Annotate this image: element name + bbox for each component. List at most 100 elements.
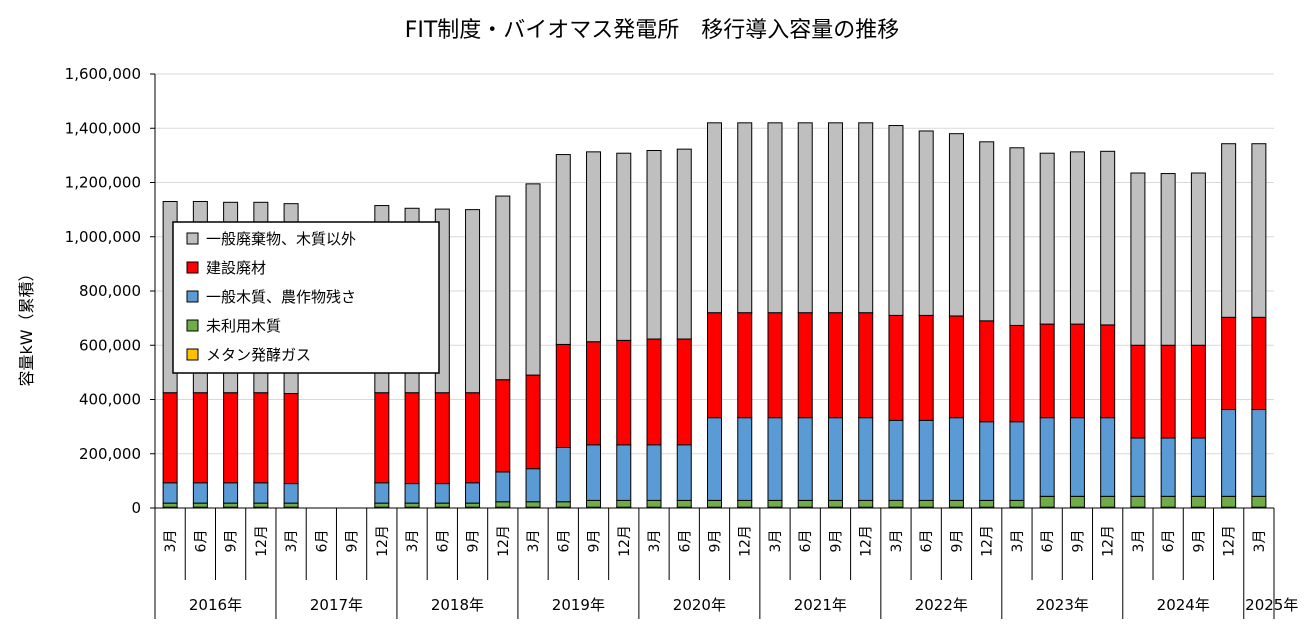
bar-segment: [827, 122, 843, 314]
x-tick-label: 12月: [738, 525, 754, 557]
bar-segment: [646, 499, 662, 508]
bar-segment: [1100, 417, 1116, 497]
bar-segment: [1190, 172, 1206, 346]
bar-segment: [767, 499, 783, 508]
bar-segment: [283, 483, 299, 504]
bar-segment: [979, 320, 995, 423]
bar-segment: [1221, 495, 1237, 508]
x-tick-label: 6月: [556, 530, 572, 553]
bars: [162, 122, 1267, 509]
bar-segment: [979, 499, 995, 508]
bar-segment: [1130, 172, 1146, 346]
y-axis-label: 容量kW（累積）: [17, 265, 36, 386]
bar-segment: [1251, 409, 1267, 497]
x-tick-label: 6月: [798, 530, 814, 553]
bar-segment: [495, 195, 511, 381]
x-tick-label: 6月: [1161, 530, 1177, 553]
x-tick-label: 12月: [1222, 525, 1238, 557]
x-tick-label: 3月: [889, 530, 905, 553]
y-axis-ticks: 0 200,000 400,000 600,000 800,000 1,000,000 1,…: [65, 65, 156, 517]
bar-segment: [1190, 495, 1206, 508]
bar-segment: [979, 421, 995, 501]
bar-segment: [918, 130, 934, 316]
x-tick-label: 9月: [828, 530, 844, 553]
year-label: 2020年: [673, 596, 726, 614]
legend-label: メタン発酵ガス: [206, 346, 311, 364]
bar-segment: [525, 374, 541, 470]
bar-segment: [586, 444, 602, 501]
bar-segment: [495, 379, 511, 473]
y-tick-label: 1,400,000: [65, 119, 141, 137]
bar-segment: [676, 148, 692, 340]
bar-segment: [223, 502, 239, 508]
bar-segment: [495, 471, 511, 503]
bar-segment: [646, 338, 662, 446]
bar-segment: [1100, 150, 1116, 326]
bar-segment: [918, 419, 934, 501]
bar-segment: [555, 501, 571, 508]
bar-segment: [525, 501, 541, 508]
bar-segment: [253, 482, 269, 504]
bar-segment: [888, 419, 904, 501]
year-label: 2016年: [189, 596, 242, 614]
x-tick-label: 3月: [284, 530, 300, 553]
year-label: 2021年: [794, 596, 847, 614]
bar-segment: [767, 417, 783, 501]
x-tick-label: 9月: [466, 530, 482, 553]
bar-segment: [1100, 495, 1116, 508]
x-tick-label: 9月: [1191, 530, 1207, 553]
bar-segment: [948, 315, 964, 419]
bar-segment: [918, 499, 934, 508]
bar-segment: [1039, 495, 1055, 508]
bar-segment: [858, 499, 874, 508]
bar-segment: [374, 392, 390, 484]
bar-segment: [1039, 417, 1055, 497]
bar-segment: [616, 499, 632, 508]
x-tick-label: 9月: [1070, 530, 1086, 553]
legend-box: [172, 221, 440, 374]
bar-segment: [616, 339, 632, 446]
bar-segment: [404, 483, 420, 504]
x-tick-label: 6月: [1040, 530, 1056, 553]
bar-segment: [948, 133, 964, 317]
bar-segment: [283, 393, 299, 485]
bar-segment: [1009, 421, 1025, 501]
bar-segment: [797, 312, 813, 419]
y-tick-label: 0: [131, 499, 141, 517]
y-tick-label: 1,600,000: [65, 65, 141, 83]
bar-segment: [737, 122, 753, 314]
legend-label: 一般木質、農作物残さ: [206, 288, 356, 306]
bar-segment: [555, 447, 571, 503]
bar-segment: [465, 502, 481, 508]
x-tick-label: 12月: [1101, 525, 1117, 557]
bar-segment: [888, 314, 904, 421]
bar-segment: [1221, 409, 1237, 497]
bar-segment: [1190, 437, 1206, 497]
legend-label: 一般廃棄物、木質以外: [206, 230, 356, 248]
x-tick-label: 9月: [708, 530, 724, 553]
x-tick-label: 9月: [587, 530, 603, 553]
bar-segment: [676, 499, 692, 508]
bar-segment: [465, 209, 481, 394]
bar-segment: [525, 468, 541, 503]
bar-segment: [434, 502, 450, 508]
bar-segment: [1130, 437, 1146, 497]
bar-segment: [1251, 316, 1267, 411]
legend-label: 建設廃材: [206, 259, 266, 277]
bar-segment: [162, 482, 178, 504]
x-tick-label: 3月: [647, 530, 663, 553]
bar-segment: [707, 312, 722, 419]
bar-segment: [253, 392, 269, 484]
bar-segment: [646, 149, 662, 340]
bar-segment: [616, 152, 632, 341]
legend-swatch: [186, 232, 199, 245]
bar-segment: [434, 392, 450, 485]
bar-segment: [797, 417, 813, 501]
bar-segment: [1251, 495, 1267, 508]
x-tick-label: 3月: [1010, 530, 1026, 553]
bar-segment: [797, 499, 813, 508]
bar-segment: [1160, 344, 1176, 439]
bar-segment: [737, 417, 753, 501]
bar-segment: [1130, 495, 1146, 508]
x-tick-label: 9月: [224, 530, 240, 553]
